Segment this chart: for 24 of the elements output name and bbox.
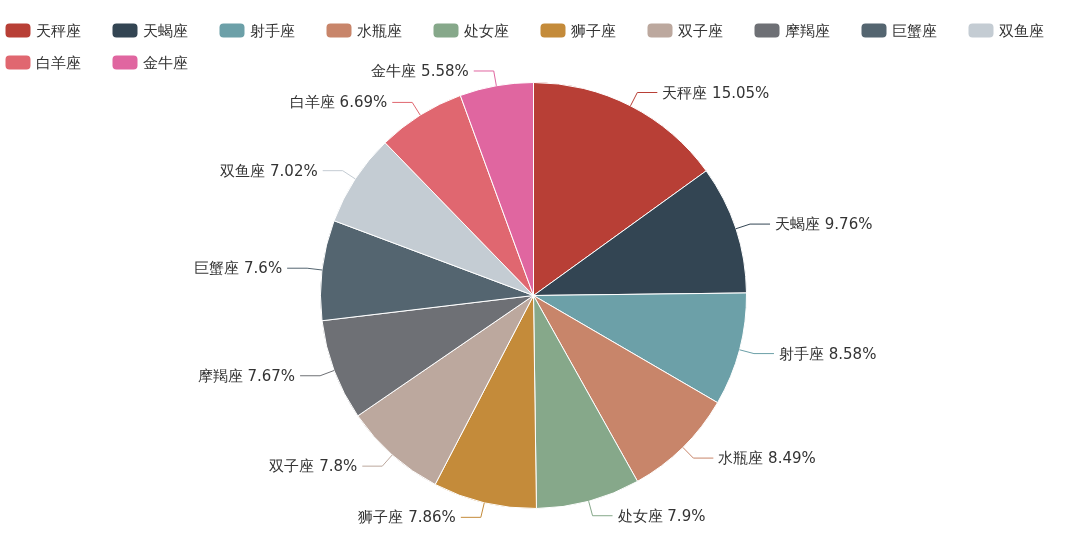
legend-label: 双鱼座: [998, 21, 1044, 40]
category-label: 双子座 7.8%: [269, 457, 358, 476]
legend-label: 摩羯座: [784, 21, 830, 40]
category-label: 金牛座 5.58%: [371, 61, 469, 80]
legend-label: 天蝎座: [142, 21, 188, 40]
legend-label: 处女座: [463, 21, 509, 40]
legend-label: 巨蟹座: [891, 21, 937, 40]
category-label: 水瓶座 8.49%: [718, 449, 816, 468]
category-label: 双鱼座 7.02%: [220, 161, 318, 180]
legend-label: 天秤座: [35, 21, 81, 40]
legend-label: 狮子座: [570, 21, 616, 40]
category-label: 射手座 8.58%: [778, 344, 877, 363]
legend-label: 双子座: [677, 21, 723, 40]
category-label: 白羊座 6.69%: [289, 93, 388, 112]
category-label: 天秤座 15.05%: [662, 83, 770, 102]
category-label: 处女座 7.9%: [617, 506, 706, 525]
category-label: 天蝎座 9.76%: [775, 215, 873, 234]
legend-label: 金牛座: [142, 53, 188, 72]
legend-label: 水瓶座: [356, 21, 402, 40]
category-label: 巨蟹座 7.6%: [194, 259, 283, 278]
category-label: 狮子座 7.86%: [358, 508, 456, 527]
legend-label: 白羊座: [35, 53, 81, 72]
category-label: 摩羯座 7.67%: [197, 366, 296, 385]
legend-label: 射手座: [249, 21, 295, 40]
